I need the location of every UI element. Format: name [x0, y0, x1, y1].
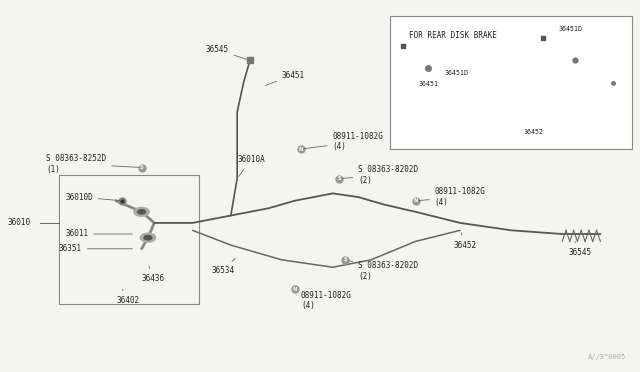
Text: 36010A: 36010A	[237, 155, 265, 176]
Circle shape	[138, 210, 145, 214]
Text: 08911-1082G
(4): 08911-1082G (4)	[303, 132, 383, 151]
Text: 36451D: 36451D	[559, 26, 583, 32]
Bar	[59, 175, 199, 304]
Text: N: N	[299, 147, 303, 151]
Text: 36011: 36011	[65, 230, 132, 238]
Text: S: S	[337, 176, 341, 181]
Circle shape	[134, 208, 149, 216]
Text: 36534: 36534	[212, 258, 236, 275]
Text: N: N	[292, 287, 296, 292]
Circle shape	[140, 233, 156, 242]
Text: N: N	[413, 198, 418, 203]
Text: 36436: 36436	[141, 266, 164, 283]
Text: 36451: 36451	[419, 81, 439, 87]
Text: 36452: 36452	[524, 129, 544, 135]
Text: S 08363-8202D
(2): S 08363-8202D (2)	[348, 260, 419, 280]
Text: FOR REAR DISK BRAKE: FOR REAR DISK BRAKE	[409, 31, 497, 40]
Text: 08911-1082G
(4): 08911-1082G (4)	[294, 289, 352, 310]
Text: 36545: 36545	[568, 241, 591, 257]
Circle shape	[144, 235, 152, 240]
Text: S 08363-8252D
(1): S 08363-8252D (1)	[46, 154, 139, 174]
Text: 36010: 36010	[8, 218, 31, 227]
Text: S: S	[140, 165, 143, 170]
Text: 36451: 36451	[265, 71, 305, 85]
Text: 36010D: 36010D	[65, 193, 120, 202]
Text: 36452: 36452	[454, 233, 477, 250]
Text: 08911-1082G
(4): 08911-1082G (4)	[419, 187, 486, 207]
Text: 36545: 36545	[205, 45, 247, 60]
Text: 36402: 36402	[116, 289, 140, 305]
Text: S: S	[344, 257, 348, 262]
Text: S 08363-8202D
(2): S 08363-8202D (2)	[342, 165, 419, 185]
Text: 36451D: 36451D	[444, 70, 468, 76]
Text: A//3^0005: A//3^0005	[588, 353, 626, 359]
Text: 36351: 36351	[59, 244, 132, 253]
Bar	[390, 16, 632, 149]
